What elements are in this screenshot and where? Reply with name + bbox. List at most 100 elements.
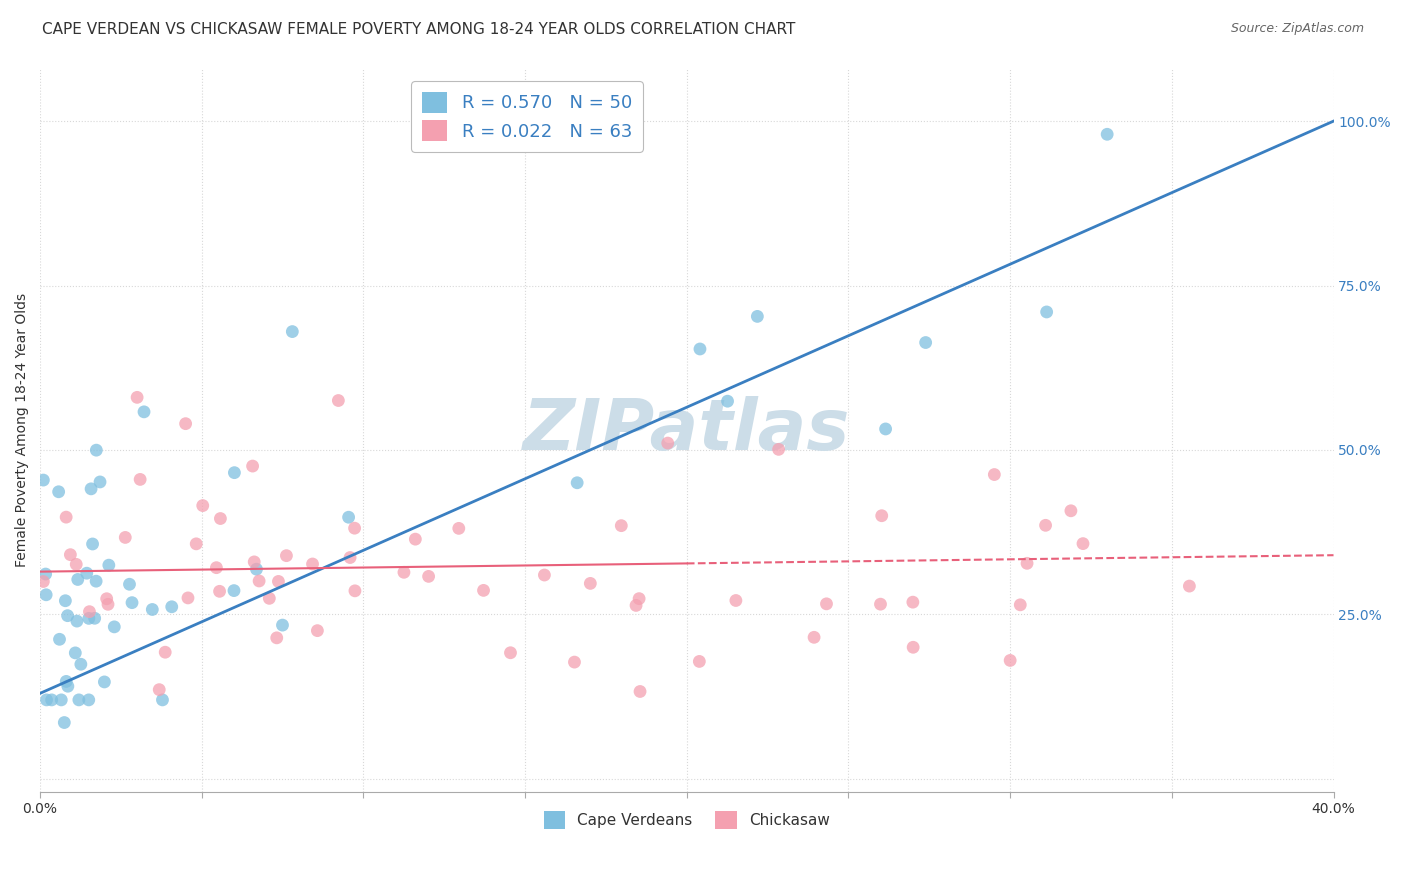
- Point: [79, 605, 101, 619]
- Point: [66, 573, 89, 587]
- Point: [224, 466, 246, 480]
- Point: [97, 597, 120, 611]
- Point: [160, 599, 183, 614]
- Point: [499, 646, 522, 660]
- Point: [628, 591, 651, 606]
- Point: [1035, 518, 1057, 533]
- Point: [89, 475, 111, 489]
- Point: [343, 583, 366, 598]
- Point: [1010, 598, 1032, 612]
- Point: [301, 557, 323, 571]
- Point: [447, 521, 470, 535]
- Point: [418, 569, 440, 583]
- Point: [51, 693, 73, 707]
- Point: [93, 674, 115, 689]
- Point: [307, 624, 329, 638]
- Point: [70, 657, 93, 672]
- Point: [65, 646, 87, 660]
- Point: [689, 342, 711, 356]
- Point: [191, 499, 214, 513]
- Point: [56, 679, 79, 693]
- Point: [803, 630, 825, 644]
- Point: [901, 640, 924, 655]
- Point: [177, 591, 200, 605]
- Legend: Cape Verdeans, Chickasaw: Cape Verdeans, Chickasaw: [537, 805, 837, 835]
- Point: [209, 511, 232, 525]
- Point: [77, 693, 100, 707]
- Point: [579, 576, 602, 591]
- Y-axis label: Female Poverty Among 18-24 Year Olds: Female Poverty Among 18-24 Year Olds: [15, 293, 30, 567]
- Point: [53, 593, 76, 607]
- Point: [82, 537, 104, 551]
- Point: [56, 608, 79, 623]
- Point: [1015, 557, 1038, 571]
- Point: [259, 591, 281, 606]
- Point: [392, 566, 415, 580]
- Point: [67, 693, 90, 707]
- Point: [80, 482, 103, 496]
- Point: [35, 588, 58, 602]
- Point: [747, 310, 769, 324]
- Point: [724, 593, 747, 607]
- Point: [84, 574, 107, 589]
- Point: [55, 674, 77, 689]
- Point: [1060, 504, 1083, 518]
- Text: ZIPatlas: ZIPatlas: [523, 396, 851, 465]
- Point: [243, 555, 266, 569]
- Point: [174, 417, 197, 431]
- Point: [35, 693, 58, 707]
- Point: [148, 682, 170, 697]
- Point: [132, 405, 155, 419]
- Point: [624, 599, 647, 613]
- Point: [121, 596, 143, 610]
- Point: [48, 484, 70, 499]
- Point: [59, 548, 82, 562]
- Point: [114, 531, 136, 545]
- Point: [404, 532, 426, 546]
- Point: [53, 715, 76, 730]
- Point: [48, 632, 70, 647]
- Point: [97, 558, 120, 573]
- Point: [869, 597, 891, 611]
- Point: [281, 325, 304, 339]
- Point: [1095, 128, 1118, 142]
- Point: [77, 611, 100, 625]
- Point: [41, 693, 63, 707]
- Point: [343, 521, 366, 535]
- Point: [337, 510, 360, 524]
- Point: [768, 442, 790, 457]
- Point: [901, 595, 924, 609]
- Point: [118, 577, 141, 591]
- Point: [86, 443, 108, 458]
- Point: [152, 693, 174, 707]
- Point: [141, 602, 163, 616]
- Point: [242, 458, 264, 473]
- Point: [875, 422, 897, 436]
- Point: [55, 510, 77, 524]
- Point: [564, 655, 586, 669]
- Point: [76, 566, 98, 581]
- Point: [267, 574, 290, 589]
- Point: [276, 549, 298, 563]
- Point: [129, 472, 152, 486]
- Point: [245, 562, 267, 576]
- Point: [983, 467, 1005, 482]
- Point: [914, 335, 936, 350]
- Point: [222, 583, 245, 598]
- Point: [815, 597, 838, 611]
- Text: Source: ZipAtlas.com: Source: ZipAtlas.com: [1230, 22, 1364, 36]
- Point: [1071, 536, 1094, 550]
- Point: [186, 537, 208, 551]
- Point: [83, 611, 105, 625]
- Text: CAPE VERDEAN VS CHICKASAW FEMALE POVERTY AMONG 18-24 YEAR OLDS CORRELATION CHART: CAPE VERDEAN VS CHICKASAW FEMALE POVERTY…: [42, 22, 796, 37]
- Point: [328, 393, 350, 408]
- Point: [271, 618, 294, 632]
- Point: [657, 436, 679, 450]
- Point: [266, 631, 288, 645]
- Point: [205, 560, 228, 574]
- Point: [716, 394, 738, 409]
- Point: [870, 508, 893, 523]
- Point: [32, 574, 55, 589]
- Point: [567, 475, 589, 490]
- Point: [472, 583, 495, 598]
